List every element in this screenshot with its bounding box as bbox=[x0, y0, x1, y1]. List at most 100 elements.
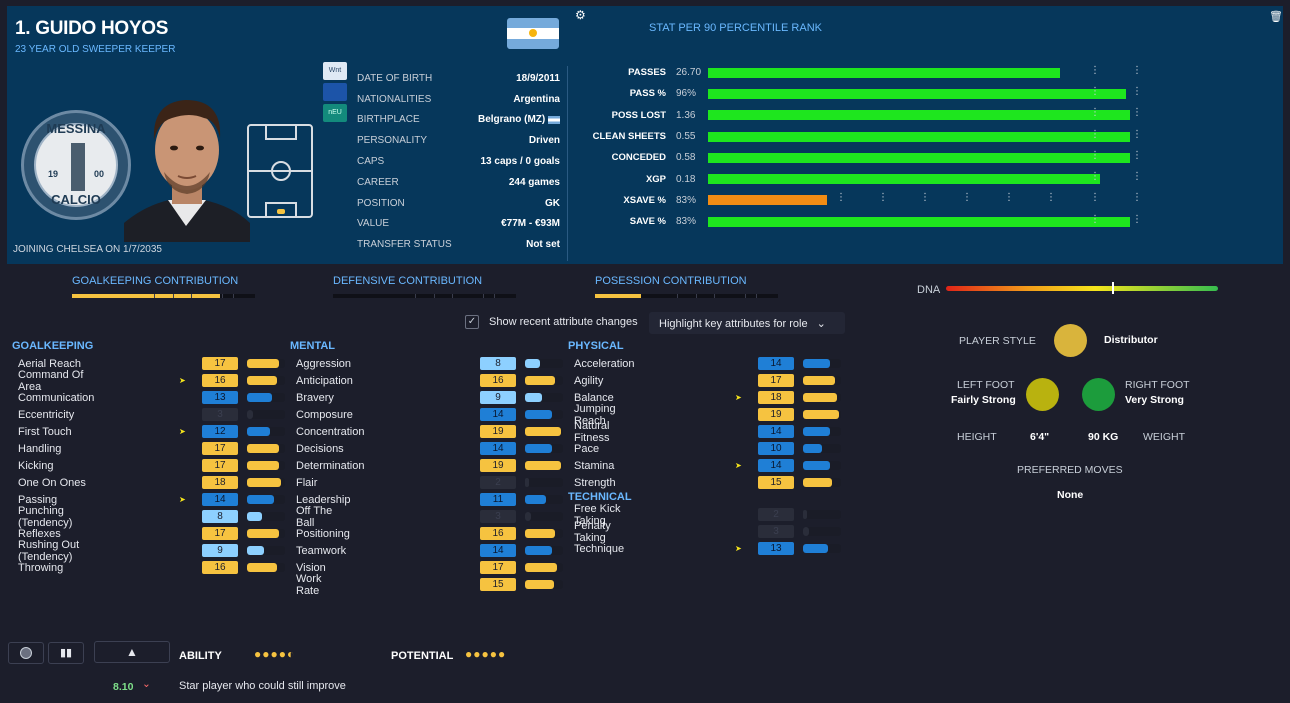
dots-icon: ⋮ bbox=[1132, 149, 1142, 161]
attribute-bar bbox=[247, 410, 253, 419]
attribute-row[interactable]: Free Kick Taking 2 bbox=[574, 503, 841, 527]
gear-icon[interactable]: ⚙ bbox=[575, 8, 586, 22]
stat-row[interactable]: XGP 0.18 ⋮ ⋮ bbox=[592, 168, 1148, 189]
ball-icon-button[interactable] bbox=[8, 642, 44, 664]
dots-icon: ⋮ bbox=[1132, 171, 1142, 183]
attribute-row[interactable]: Reflexes 17 bbox=[18, 525, 285, 542]
attribute-row[interactable]: Handling 17 bbox=[18, 440, 285, 457]
attribute-bar bbox=[525, 410, 552, 419]
contribution-fill bbox=[72, 294, 221, 298]
tag-blank[interactable] bbox=[323, 83, 347, 101]
highlight-attributes-dropdown[interactable]: Highlight key attributes for role ⌄ bbox=[649, 312, 845, 334]
attribute-value-badge: 2 bbox=[758, 508, 794, 521]
trash-icon[interactable]: 🗑 bbox=[1269, 11, 1283, 23]
potential-label: POTENTIAL bbox=[391, 650, 454, 662]
attribute-row[interactable]: Penalty Taking 3 bbox=[574, 520, 841, 544]
info-value[interactable]: Not set bbox=[526, 239, 560, 251]
attribute-row[interactable]: Teamwork 14 bbox=[296, 542, 563, 559]
attribute-row[interactable]: Eccentricity 3 bbox=[18, 406, 285, 423]
stat-row[interactable]: CONCEDED 0.58 ⋮ ⋮ bbox=[592, 147, 1148, 168]
attribute-row[interactable]: Acceleration 14 bbox=[574, 355, 841, 372]
goalkeeping-contribution[interactable]: GOALKEEPING CONTRIBUTION bbox=[72, 275, 255, 298]
info-row-position: POSITION GK bbox=[357, 193, 560, 214]
attribute-row[interactable]: Strength 15 bbox=[574, 474, 841, 491]
attribute-row[interactable]: First Touch ➤ 12 bbox=[18, 423, 285, 440]
contribution-label: GOALKEEPING CONTRIBUTION bbox=[72, 275, 239, 287]
attribute-row[interactable]: Throwing 16 bbox=[18, 559, 285, 576]
distributor-style-icon[interactable] bbox=[1054, 324, 1087, 357]
weight-label: WEIGHT bbox=[1143, 431, 1185, 443]
possession-contribution[interactable]: POSESSION CONTRIBUTION bbox=[595, 275, 778, 298]
info-row-birthplace: BIRTHPLACE Belgrano (MZ) bbox=[357, 110, 560, 131]
tag-non-eu[interactable]: nEU bbox=[323, 104, 347, 122]
attribute-row[interactable]: Bravery 9 bbox=[296, 389, 563, 406]
attribute-row[interactable]: Leadership 11 bbox=[296, 491, 563, 508]
arrow-up-icon: ➤ bbox=[179, 376, 186, 385]
attribute-row[interactable]: Off The Ball 3 bbox=[296, 505, 563, 529]
stat-value: 0.55 bbox=[676, 131, 696, 143]
attribute-row[interactable]: Aerial Reach 17 bbox=[18, 355, 285, 372]
attribute-bar-track bbox=[803, 510, 841, 519]
preferred-moves-label: PREFERRED MOVES bbox=[1017, 464, 1123, 476]
checkbox-check-icon[interactable]: ✓ bbox=[465, 315, 479, 329]
attribute-value-badge: 17 bbox=[758, 374, 794, 387]
attribute-row[interactable]: Stamina ➤ 14 bbox=[574, 457, 841, 474]
contribution-track bbox=[72, 294, 255, 298]
attribute-bar bbox=[247, 478, 282, 487]
attribute-bar bbox=[803, 410, 840, 419]
rating-description: Star player who could still improve bbox=[179, 680, 346, 692]
attribute-row[interactable]: Composure 14 bbox=[296, 406, 563, 423]
info-label: CAPS bbox=[357, 156, 385, 168]
attribute-row[interactable]: Passing ➤ 14 bbox=[18, 491, 285, 508]
attribute-value-badge: 3 bbox=[480, 510, 516, 523]
attribute-row[interactable]: Aggression 8 bbox=[296, 355, 563, 372]
attribute-row[interactable]: Kicking 17 bbox=[18, 457, 285, 474]
attribute-bar-track bbox=[803, 527, 841, 536]
attribute-bar bbox=[525, 580, 554, 589]
attribute-row[interactable]: Balance ➤ 18 bbox=[574, 389, 841, 406]
attribute-row[interactable]: Technique ➤ 13 bbox=[574, 540, 841, 557]
attribute-row[interactable]: Natural Fitness 14 bbox=[574, 420, 841, 444]
attribute-row[interactable]: Positioning 16 bbox=[296, 525, 563, 542]
attribute-value-badge: 9 bbox=[480, 391, 516, 404]
attribute-value-badge: 10 bbox=[758, 442, 794, 455]
stat-name: PASS % bbox=[629, 88, 666, 100]
stat-row[interactable]: XSAVE % 83% ⋮ ⋮ ⋮ ⋮ ⋮ ⋮ ⋮ ⋮ bbox=[592, 190, 1148, 211]
attribute-bar-track bbox=[525, 478, 563, 487]
stat-value: 26.70 bbox=[676, 67, 702, 79]
stat-row[interactable]: CLEAN SHEETS 0.55 ⋮ ⋮ bbox=[592, 126, 1148, 147]
contribution-label: DEFENSIVE CONTRIBUTION bbox=[333, 275, 483, 287]
attribute-name: Flair bbox=[296, 476, 318, 489]
stat-row[interactable]: SAVE % 83% ⋮ ⋮ bbox=[592, 211, 1148, 232]
attribute-row[interactable]: One On Ones 18 bbox=[18, 474, 285, 491]
attribute-bar bbox=[525, 359, 541, 368]
attribute-row[interactable]: Agility 17 bbox=[574, 372, 841, 389]
attribute-name: Concentration bbox=[296, 425, 365, 438]
attributes-polygon-button[interactable]: ▲ bbox=[94, 641, 170, 663]
attribute-row[interactable]: Work Rate 15 bbox=[296, 573, 563, 597]
attribute-row[interactable]: Jumping Reach 19 bbox=[574, 403, 841, 427]
attribute-row[interactable]: Command Of Area ➤ 16 bbox=[18, 369, 285, 393]
info-value[interactable]: Belgrano (MZ) bbox=[478, 114, 560, 125]
attribute-row[interactable]: Decisions 14 bbox=[296, 440, 563, 457]
info-label: POSITION bbox=[357, 197, 405, 209]
chart-icon-button[interactable]: ▮▮ bbox=[48, 642, 84, 664]
attribute-row[interactable]: Vision 17 bbox=[296, 559, 563, 576]
defensive-contribution[interactable]: DEFENSIVE CONTRIBUTION bbox=[333, 275, 516, 298]
attribute-row[interactable]: Punching (Tendency) 8 bbox=[18, 505, 285, 529]
attribute-row[interactable]: Communication 13 bbox=[18, 389, 285, 406]
stat-row[interactable]: POSS LOST 1.36 ⋮ ⋮ bbox=[592, 105, 1148, 126]
attribute-name: Free Kick Taking bbox=[574, 502, 621, 527]
stat-row[interactable]: PASS % 96% ⋮ ⋮ bbox=[592, 83, 1148, 104]
info-value[interactable]: Argentina bbox=[513, 93, 560, 105]
tag-wanted[interactable]: Wnt bbox=[323, 62, 347, 80]
attribute-row[interactable]: Determination 19 bbox=[296, 457, 563, 474]
show-changes-checkbox[interactable]: ✓ Show recent attribute changes bbox=[465, 315, 638, 329]
attribute-row[interactable]: Concentration 19 bbox=[296, 423, 563, 440]
attribute-row[interactable]: Anticipation 16 bbox=[296, 372, 563, 389]
attribute-name: Jumping Reach bbox=[574, 402, 616, 427]
attribute-row[interactable]: Rushing Out (Tendency) 9 bbox=[18, 539, 285, 563]
attribute-row[interactable]: Flair 2 bbox=[296, 474, 563, 491]
attribute-row[interactable]: Pace 10 bbox=[574, 440, 841, 457]
stat-row[interactable]: PASSES 26.70 ⋮ ⋮ bbox=[592, 62, 1148, 83]
